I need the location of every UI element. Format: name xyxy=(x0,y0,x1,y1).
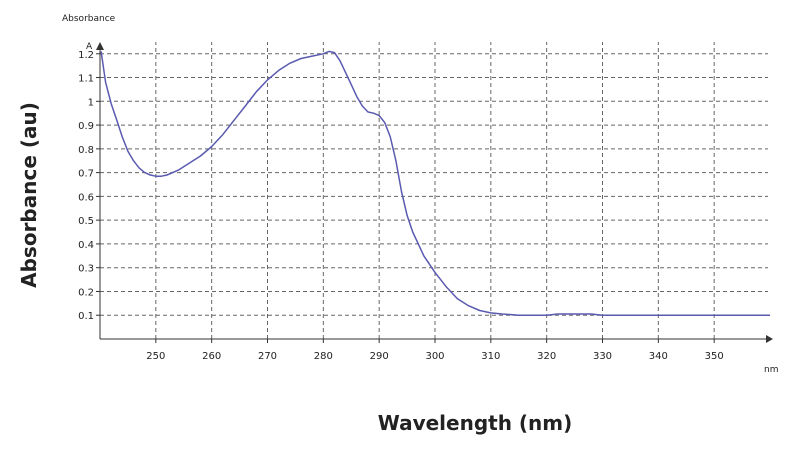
x-axis-unit: nm xyxy=(764,365,778,375)
x-tick-label: 310 xyxy=(481,351,500,362)
x-tick-label: 290 xyxy=(370,351,389,362)
y-tick-label: 0.2 xyxy=(78,287,94,298)
y-tick-label: 0.7 xyxy=(78,169,94,180)
y-tick-label: 1 xyxy=(88,97,94,108)
y-tick-label: 0.9 xyxy=(78,121,94,132)
y-axis-symbol: A xyxy=(86,42,93,52)
x-axis-title: Wavelength (nm) xyxy=(378,411,573,435)
y-tick-label: 1.2 xyxy=(78,50,94,61)
x-tick-label: 330 xyxy=(593,351,612,362)
x-tick-label: 270 xyxy=(258,351,277,362)
tick-labels: 250 260 270 280 290 300 310 320 330 340 350 0.1 0.2 0… xyxy=(78,50,724,362)
x-tick-label: 250 xyxy=(146,351,165,362)
x-tick-label: 300 xyxy=(425,351,444,362)
x-axis-arrow-icon xyxy=(766,335,773,343)
y-tick-label: 0.4 xyxy=(78,240,94,251)
y-tick-label: 0.5 xyxy=(78,216,94,227)
inner-y-axis-title: Absorbance xyxy=(62,14,116,24)
x-tick-label: 320 xyxy=(537,351,556,362)
y-tick-label: 0.1 xyxy=(78,311,94,322)
y-tick-label: 0.3 xyxy=(78,264,94,275)
y-tick-label: 0.6 xyxy=(78,192,94,203)
y-axis-title: Absorbance (au) xyxy=(17,102,41,288)
series-line-0 xyxy=(100,50,770,316)
x-tick-label: 260 xyxy=(202,351,221,362)
y-tick-label: 0.8 xyxy=(78,145,94,156)
series xyxy=(100,50,770,316)
axes xyxy=(96,42,773,343)
x-tick-label: 340 xyxy=(649,351,668,362)
x-tick-label: 280 xyxy=(314,351,333,362)
y-axis-arrow-icon xyxy=(96,42,104,50)
y-tick-label: 1.1 xyxy=(78,74,94,85)
x-tick-label: 350 xyxy=(705,351,724,362)
grid xyxy=(100,42,768,339)
